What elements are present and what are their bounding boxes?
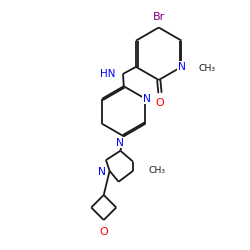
Text: O: O <box>156 98 164 108</box>
Text: N: N <box>143 94 150 104</box>
Text: N: N <box>178 62 186 72</box>
Text: CH₃: CH₃ <box>199 64 216 74</box>
Text: CH₃: CH₃ <box>148 166 166 175</box>
Text: HN: HN <box>100 69 116 79</box>
Text: N: N <box>116 138 124 148</box>
Text: N: N <box>98 167 106 177</box>
Text: O: O <box>100 227 108 237</box>
Text: Br: Br <box>152 12 165 22</box>
